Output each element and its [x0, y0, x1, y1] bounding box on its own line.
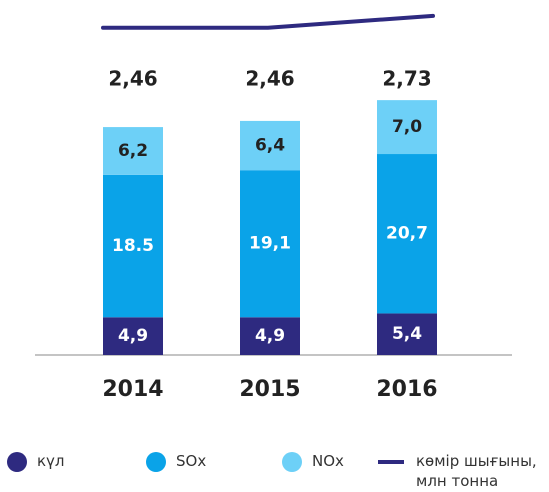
- bar-value-label: 7,0: [392, 117, 422, 137]
- bar-segment: [103, 127, 163, 175]
- legend-swatch: [146, 452, 166, 472]
- x-tick-label: 2014: [102, 377, 163, 402]
- legend-label: күл: [37, 452, 65, 470]
- legend-label: SOx: [176, 452, 207, 470]
- legend-item: күл: [37, 452, 65, 470]
- bar-value-label: 4,9: [255, 326, 285, 346]
- bar-value-label: 4,9: [118, 326, 148, 346]
- bar-value-label: 6,4: [255, 136, 285, 156]
- bar-segment: [377, 154, 437, 314]
- legend-item: NOx: [312, 452, 344, 470]
- bar-segment: [377, 313, 437, 355]
- bar-segment: [240, 170, 300, 318]
- legend-item: SOx: [176, 452, 207, 470]
- legend-label: көмір шығыны, млн тонна: [416, 452, 537, 490]
- bar-segment: [103, 174, 163, 318]
- legend-item: көмір шығыны, млн тонна: [416, 452, 537, 490]
- x-tick-label: 2016: [376, 377, 437, 402]
- legend-swatch: [7, 452, 27, 472]
- bar-segment: [103, 317, 163, 355]
- bar-value-label: 20,7: [386, 224, 428, 244]
- legend-swatch: [282, 452, 302, 472]
- bar-segment: [377, 100, 437, 155]
- line: [101, 13, 435, 30]
- legend-label: NOx: [312, 452, 344, 470]
- bar-value-label: 18.5: [112, 236, 154, 256]
- bar-segment: [240, 317, 300, 355]
- bar-segment: [240, 120, 300, 171]
- line-value-label: 2,46: [108, 67, 157, 91]
- line-value-label: 2,73: [382, 67, 431, 91]
- x-tick-label: 2015: [239, 377, 300, 402]
- bar-value-label: 19,1: [249, 234, 291, 254]
- bar-value-label: 5,4: [392, 324, 422, 344]
- line-value-label: 2,46: [245, 67, 294, 91]
- bar-value-label: 6,2: [118, 141, 148, 161]
